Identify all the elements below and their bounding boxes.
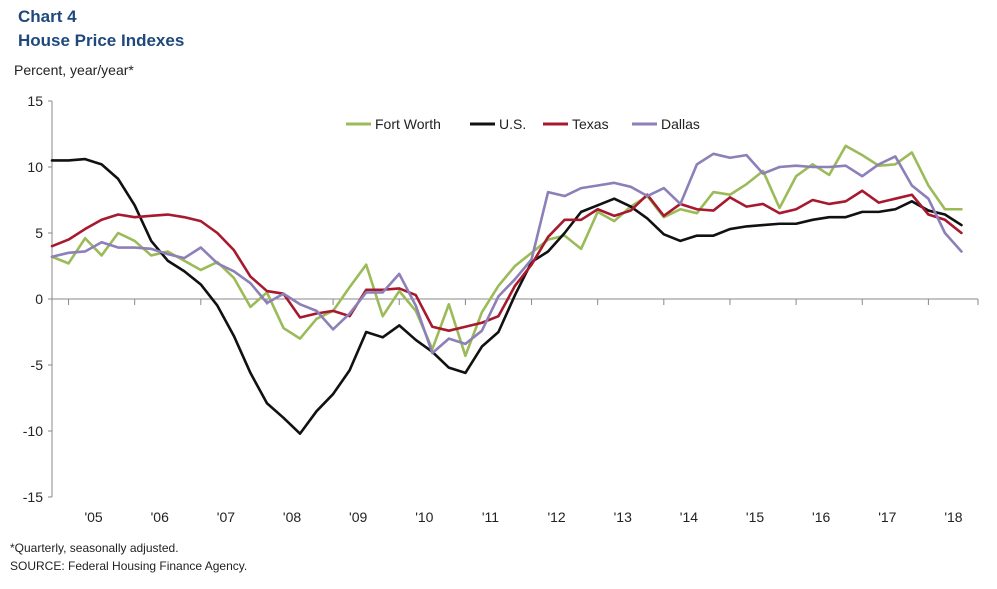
series-line-dallas bbox=[50, 152, 963, 355]
legend-label: Texas bbox=[572, 116, 609, 132]
x-tick-label: '07 bbox=[217, 509, 235, 525]
series-line-fort-worth bbox=[50, 144, 963, 358]
series-line-texas bbox=[50, 189, 963, 332]
y-tick-label: 10 bbox=[27, 159, 43, 175]
legend-label: Fort Worth bbox=[375, 116, 441, 132]
chart-number: Chart 4 bbox=[18, 7, 77, 26]
y-tick-label: 5 bbox=[35, 225, 43, 241]
x-tick-label: '10 bbox=[415, 509, 433, 525]
y-tick-label: -10 bbox=[23, 423, 43, 439]
y-tick-label: 0 bbox=[35, 291, 43, 307]
x-tick-label: '09 bbox=[349, 509, 367, 525]
footnote-seasonal: *Quarterly, seasonally adjusted. bbox=[10, 541, 179, 555]
footnote-source: SOURCE: Federal Housing Finance Agency. bbox=[10, 559, 248, 573]
legend-label: U.S. bbox=[499, 116, 526, 132]
x-tick-label: '16 bbox=[812, 509, 830, 525]
x-axis: '05 '06 '07 '08 '09 '10 '11 '12 '13 '14 '15 '16 '17 '… bbox=[52, 298, 979, 525]
chart-title: House Price Indexes bbox=[18, 31, 185, 50]
x-tick-label: '05 bbox=[84, 509, 102, 525]
footnotes: *Quarterly, seasonally adjusted. SOURCE:… bbox=[10, 539, 247, 575]
x-tick-label: '15 bbox=[746, 509, 764, 525]
series-line-u-s bbox=[50, 157, 963, 435]
y-axis: 15 10 5 0 -5 -10 -15 bbox=[23, 93, 53, 505]
x-tick-label: '13 bbox=[614, 509, 632, 525]
x-tick-label: '06 bbox=[151, 509, 169, 525]
legend: Fort Worth U.S. Texas Dallas bbox=[346, 116, 700, 132]
y-axis-units-label: Percent, year/year* bbox=[14, 62, 134, 78]
y-tick-label: 15 bbox=[27, 93, 43, 109]
x-tick-label: '17 bbox=[878, 509, 896, 525]
x-tick-label: '08 bbox=[283, 509, 301, 525]
y-tick-label: -5 bbox=[31, 357, 44, 373]
y-tick-label: -15 bbox=[23, 489, 43, 505]
x-tick-label: '14 bbox=[680, 509, 698, 525]
x-tick-label: '11 bbox=[482, 509, 499, 525]
series-lines bbox=[50, 144, 963, 435]
x-tick-label: '18 bbox=[944, 509, 962, 525]
x-tick-label: '12 bbox=[547, 509, 565, 525]
legend-label: Dallas bbox=[661, 116, 700, 132]
